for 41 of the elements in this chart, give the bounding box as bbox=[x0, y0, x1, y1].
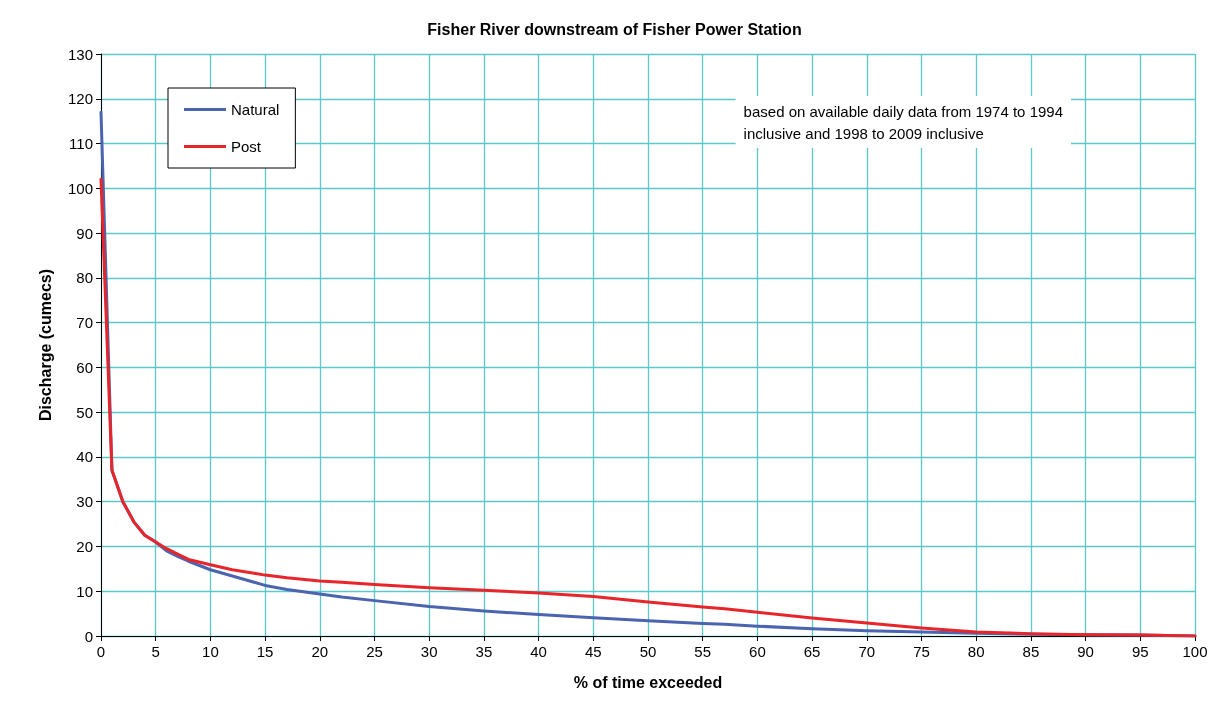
y-axis-title: Discharge (cumecs) bbox=[36, 268, 54, 422]
y-tick-label: 20 bbox=[76, 537, 93, 555]
x-tick-label: 80 bbox=[967, 643, 985, 660]
legend-label: Natural bbox=[231, 101, 280, 118]
x-tick-label: 70 bbox=[858, 643, 876, 660]
x-tick-label: 65 bbox=[803, 643, 821, 660]
y-tick-label: 60 bbox=[76, 358, 93, 376]
y-tick-label: 10 bbox=[76, 582, 93, 600]
x-tick-label: 15 bbox=[256, 643, 274, 660]
y-tick-label: 120 bbox=[67, 90, 93, 108]
y-tick-label: 100 bbox=[67, 179, 93, 197]
x-tick-label: 40 bbox=[530, 643, 547, 660]
x-tick-label: 100 bbox=[1182, 643, 1208, 660]
x-tick-label: 35 bbox=[475, 643, 493, 660]
y-tick-label: 90 bbox=[76, 224, 93, 242]
y-tick-label: 110 bbox=[69, 135, 93, 153]
y-tick-label: 70 bbox=[76, 314, 93, 332]
x-tick-label: 55 bbox=[694, 643, 712, 660]
x-tick-label: 90 bbox=[1077, 643, 1094, 660]
x-tick-label: 45 bbox=[584, 643, 602, 660]
y-tick-label: 130 bbox=[67, 45, 93, 63]
x-tick-label: 95 bbox=[1131, 643, 1149, 660]
x-tick-label: 30 bbox=[420, 643, 438, 660]
y-tick-label: 50 bbox=[76, 403, 93, 421]
x-axis-title: % of time exceeded bbox=[573, 673, 723, 691]
y-tick-label: 80 bbox=[76, 269, 93, 287]
x-tick-label: 50 bbox=[639, 643, 657, 660]
x-tick-label: 20 bbox=[311, 643, 329, 660]
y-tick-label: 40 bbox=[76, 448, 93, 466]
x-tick-label: 25 bbox=[366, 643, 383, 660]
x-tick-label: 10 bbox=[202, 643, 219, 660]
x-tick-label: 75 bbox=[913, 643, 930, 660]
legend-label: Post bbox=[231, 138, 262, 155]
x-tick-label: 0 bbox=[96, 643, 106, 660]
y-tick-label: 30 bbox=[76, 493, 93, 511]
chart-title: Fisher River downstream of Fisher Power Station bbox=[427, 20, 802, 38]
x-tick-label: 60 bbox=[749, 643, 766, 660]
annotation: based on available daily data from 1974 to 1994 inclusive and 1998 to 2009 inclusive bbox=[743, 102, 1064, 142]
x-tick-label: 85 bbox=[1022, 643, 1040, 660]
x-tick-label: 5 bbox=[151, 643, 160, 660]
y-tick-label: 0 bbox=[84, 627, 93, 645]
